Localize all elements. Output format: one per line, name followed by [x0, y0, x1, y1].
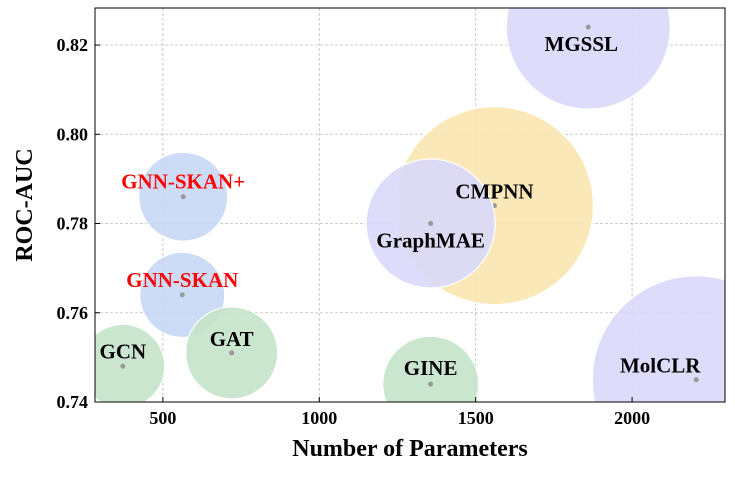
x-tick-label: 1000	[301, 408, 337, 428]
data-point	[585, 24, 591, 30]
point-label: MGSSL	[545, 32, 619, 56]
y-tick-label: 0.74	[57, 392, 89, 412]
plot-frame	[94, 7, 726, 403]
x-axis-label: Number of Parameters	[292, 436, 527, 462]
data-point	[428, 381, 434, 387]
bubbles	[95, 8, 725, 402]
x-tick-label: 500	[149, 408, 176, 428]
data-point	[120, 363, 126, 369]
point-label: GAT	[210, 327, 254, 351]
data-point	[179, 292, 185, 298]
bubble-molclr	[591, 275, 725, 402]
point-label: MolCLR	[620, 354, 701, 378]
data-point	[229, 350, 235, 356]
point-label: GNN-SKAN	[126, 268, 238, 292]
y-tick-label: 0.76	[57, 303, 89, 323]
x-tick-label: 2000	[614, 408, 650, 428]
point-label: GINE	[404, 356, 458, 380]
y-axis-label: ROC-AUC	[12, 148, 38, 261]
data-point	[428, 221, 434, 227]
ticks: 500 1000 1500 2000 0.74 0.76 0.78 0.80 0.82	[57, 35, 651, 428]
point-label: GraphMAE	[376, 229, 485, 253]
data-point	[693, 377, 699, 383]
y-tick-label: 0.78	[57, 214, 89, 234]
data-point	[180, 194, 186, 200]
point-label: GCN	[100, 339, 147, 363]
point-label: CMPNN	[455, 180, 533, 204]
bubble-mgssl	[505, 8, 671, 110]
bubble-gine	[382, 335, 480, 402]
bubble-gcn	[95, 323, 166, 402]
y-tick-label: 0.80	[57, 124, 89, 144]
point-label: GNN-SKAN+	[121, 170, 245, 194]
y-tick-label: 0.82	[57, 35, 89, 55]
x-tick-label: 1500	[458, 408, 494, 428]
point-labels: GCN GNN-SKAN GNN-SKAN+ GAT GINE CMPNN GraphMAE…	[100, 32, 702, 380]
